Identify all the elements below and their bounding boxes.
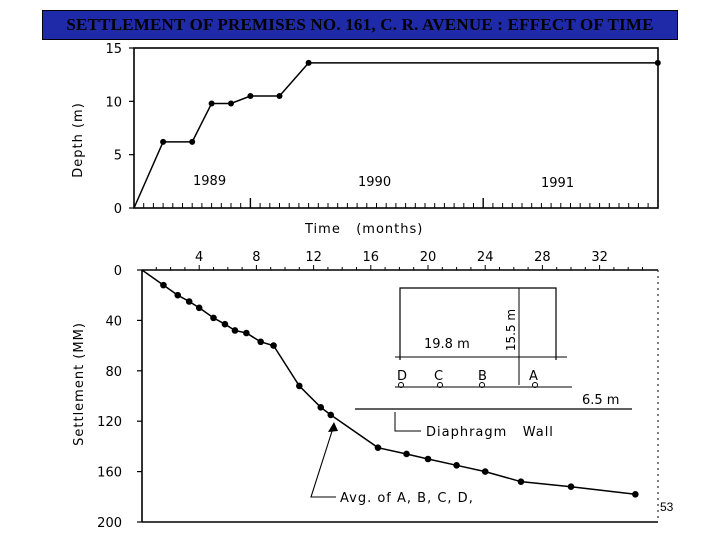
slide-title: SETTLEMENT OF PREMISES NO. 161, C. R. AV… bbox=[66, 15, 654, 34]
settlement-x-tick-label: 12 bbox=[305, 250, 322, 265]
settlement-x-ticks: 4 8 12 16 20 24 28 32 bbox=[155, 250, 643, 270]
settlement-x-tick-label: 32 bbox=[591, 250, 608, 265]
depth-y-tick-label: 5 bbox=[114, 149, 122, 164]
depth-data-point bbox=[208, 100, 215, 107]
settlement-data-point bbox=[517, 478, 525, 485]
settlement-data-point bbox=[632, 490, 639, 498]
wall-leader-line bbox=[394, 412, 421, 432]
settlement-data-point bbox=[453, 462, 460, 469]
settlement-y-tick-label: 200 bbox=[97, 516, 122, 531]
settlement-data-point bbox=[185, 298, 193, 305]
depth-line-group bbox=[133, 59, 661, 209]
settlement-data-point bbox=[374, 444, 382, 451]
plan-outline bbox=[399, 287, 557, 360]
settlement-data-point bbox=[481, 468, 489, 475]
settlement-data-point bbox=[221, 320, 229, 328]
settlement-data-point bbox=[403, 450, 410, 458]
settlement-line-group bbox=[141, 269, 639, 498]
settlement-data-point bbox=[270, 342, 277, 349]
settlement-y-axis-label: Settlement (MM) bbox=[72, 322, 87, 446]
depth-chart: 0 5 10 15 1989 1990 1991 Time (months) Dept… bbox=[71, 42, 661, 237]
settlement-y-tick-label: 120 bbox=[97, 415, 122, 430]
depth-data-point bbox=[305, 59, 312, 66]
depth-x-axis-label: Time (months) bbox=[304, 222, 423, 237]
settlement-x-tick-label: 4 bbox=[195, 250, 203, 265]
offset-dimension-label: 6.5 m bbox=[582, 393, 619, 408]
settlement-data-point bbox=[296, 382, 303, 390]
depth-y-axis-label: Depth (m) bbox=[71, 102, 86, 178]
settlement-data-point bbox=[567, 483, 575, 491]
settlement-x-tick-label: 28 bbox=[534, 250, 551, 265]
settlement-data-point bbox=[210, 314, 217, 322]
settlement-y-ticks: 0 40 80 120 160 200 bbox=[97, 264, 142, 531]
settlement-x-tick-label: 8 bbox=[252, 250, 260, 265]
settlement-series-line bbox=[141, 269, 636, 496]
point-label-a: A bbox=[529, 369, 538, 384]
year-label-1990: 1990 bbox=[358, 175, 391, 190]
point-label-c: C bbox=[434, 369, 443, 384]
settlement-y-tick-label: 0 bbox=[114, 264, 122, 279]
depth-data-point bbox=[247, 93, 254, 99]
settlement-x-tick-label: 24 bbox=[477, 250, 494, 265]
title-bar: SETTLEMENT OF PREMISES NO. 161, C. R. AV… bbox=[42, 10, 678, 40]
avg-leader-arrowhead bbox=[328, 422, 338, 432]
wall-label: Diaphragm Wall bbox=[426, 425, 554, 440]
settlement-data-point bbox=[327, 411, 335, 419]
avg-leader-line bbox=[310, 424, 336, 498]
depth-y-tick-label: 10 bbox=[105, 95, 122, 110]
settlement-data-point bbox=[174, 291, 182, 299]
depth-dimension-label: 15.5 m bbox=[504, 309, 518, 351]
depth-y-tick-label: 0 bbox=[114, 202, 122, 217]
settlement-y-tick-label: 160 bbox=[97, 466, 122, 481]
avg-label: Avg. of A, B, C, D, bbox=[340, 491, 474, 506]
settlement-data-point bbox=[195, 304, 203, 312]
depth-data-point bbox=[189, 138, 196, 145]
settlement-data-point bbox=[317, 404, 325, 411]
page-number: 53 bbox=[660, 500, 674, 514]
depth-y-tick-label: 15 bbox=[105, 42, 122, 57]
settlement-data-point bbox=[243, 329, 250, 337]
settlement-x-tick-label: 16 bbox=[363, 250, 380, 265]
width-dimension-label: 19.8 m bbox=[424, 337, 470, 352]
settlement-data-point bbox=[257, 338, 264, 346]
depth-y-ticks: 0 5 10 15 bbox=[105, 42, 134, 217]
plan-inset: 15.5 m 19.8 m D C B A 6.5 m Diaphragm Wa… bbox=[355, 287, 632, 440]
depth-data-point bbox=[160, 138, 167, 145]
year-label-1991: 1991 bbox=[541, 176, 574, 191]
settlement-x-tick-label: 20 bbox=[420, 250, 437, 265]
depth-x-ticks bbox=[143, 198, 649, 208]
settlement-chart: 4 8 12 16 20 24 28 32 0 40 80 120 160 200 Settlement… bbox=[72, 250, 659, 531]
settlement-y-tick-label: 40 bbox=[105, 314, 122, 329]
depth-data-point bbox=[276, 93, 283, 99]
settlement-data-point bbox=[160, 281, 167, 289]
year-label-1989: 1989 bbox=[193, 174, 226, 189]
depth-data-point bbox=[228, 100, 234, 107]
point-label-d: D bbox=[397, 369, 407, 384]
depth-data-point bbox=[654, 59, 661, 66]
settlement-data-point bbox=[424, 455, 432, 463]
settlement-y-tick-label: 80 bbox=[105, 365, 122, 380]
settlement-data-point bbox=[231, 327, 239, 334]
point-label-b: B bbox=[478, 369, 487, 384]
